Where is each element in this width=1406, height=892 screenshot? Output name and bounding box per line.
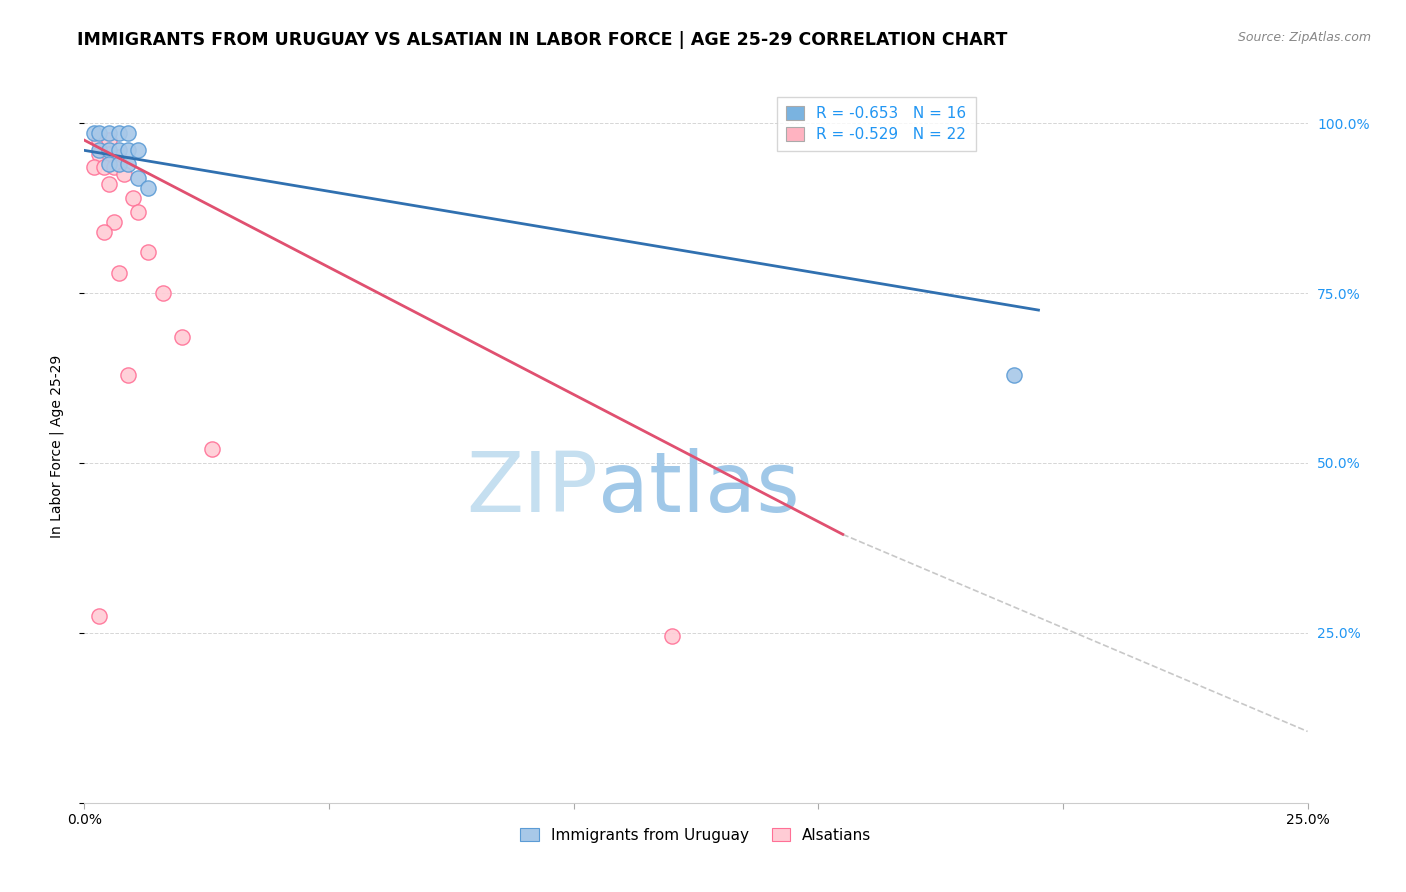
Point	[97, 178, 120, 192]
Point	[117, 144, 139, 158]
Point	[87, 127, 110, 141]
Point	[87, 133, 110, 147]
Point	[661, 629, 683, 643]
Point	[200, 442, 222, 457]
Point	[122, 191, 145, 205]
Point	[172, 330, 194, 344]
Text: IMMIGRANTS FROM URUGUAY VS ALSATIAN IN LABOR FORCE | AGE 25-29 CORRELATION CHART: IMMIGRANTS FROM URUGUAY VS ALSATIAN IN L…	[77, 31, 1008, 49]
Point	[83, 127, 105, 141]
Legend: Immigrants from Uruguay, Alsatians: Immigrants from Uruguay, Alsatians	[515, 822, 877, 848]
Point	[97, 133, 120, 147]
Point	[97, 144, 120, 158]
Point	[127, 204, 149, 219]
Y-axis label: In Labor Force | Age 25-29: In Labor Force | Age 25-29	[49, 354, 63, 538]
Point	[97, 146, 120, 161]
Point	[87, 144, 110, 158]
Point	[112, 167, 135, 181]
Point	[117, 157, 139, 171]
Point	[107, 150, 129, 164]
Point	[107, 266, 129, 280]
Point	[97, 157, 120, 171]
Point	[107, 127, 129, 141]
Point	[93, 161, 115, 175]
Point	[107, 157, 129, 171]
Point	[103, 215, 125, 229]
Point	[136, 180, 159, 194]
Point	[127, 170, 149, 185]
Point	[83, 161, 105, 175]
Point	[117, 127, 139, 141]
Point	[87, 608, 110, 623]
Point	[103, 161, 125, 175]
Point	[97, 127, 120, 141]
Point	[136, 245, 159, 260]
Point	[93, 225, 115, 239]
Text: Source: ZipAtlas.com: Source: ZipAtlas.com	[1237, 31, 1371, 45]
Point	[87, 146, 110, 161]
Text: atlas: atlas	[598, 449, 800, 529]
Text: ZIP: ZIP	[467, 449, 598, 529]
Point	[117, 368, 139, 382]
Point	[152, 286, 174, 301]
Point	[107, 144, 129, 158]
Point	[127, 144, 149, 158]
Point	[1002, 368, 1025, 382]
